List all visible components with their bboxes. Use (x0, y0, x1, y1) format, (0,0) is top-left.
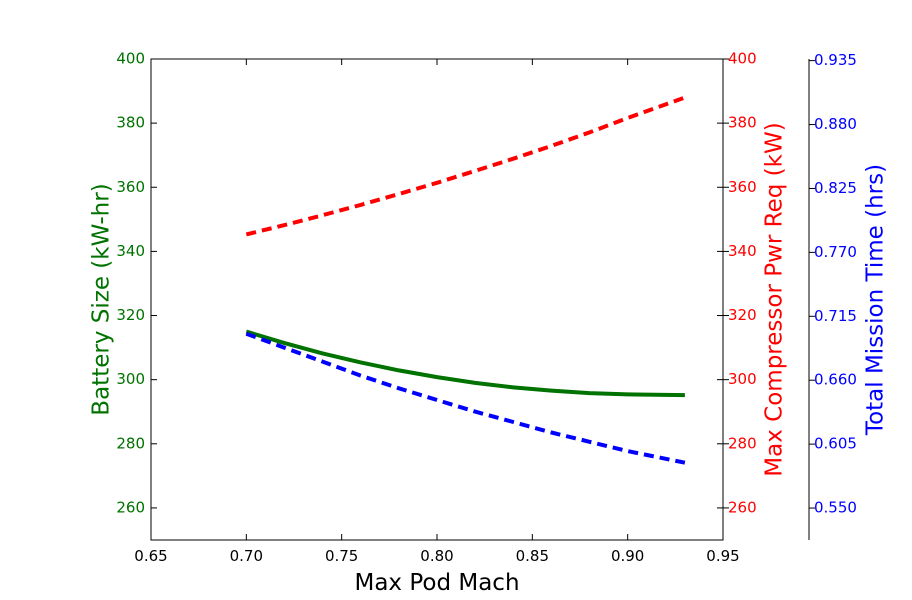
left-axis-title: Battery Size (kW-hr) (89, 183, 115, 415)
left-tick-label: 360 (116, 178, 145, 196)
x-tick-label: 0.65 (134, 547, 167, 565)
right2-tick-label: 0.660 (814, 371, 857, 389)
left-tick-label: 340 (116, 242, 145, 260)
right1-tick-label: 320 (728, 306, 757, 324)
series-layer (245, 95, 686, 465)
right2-tick-label: 0.935 (814, 51, 857, 69)
right1-tick-label: 300 (728, 370, 757, 388)
right1-tick-label: 260 (728, 498, 757, 516)
left-tick-label: 260 (116, 498, 145, 516)
right1-tick-label: 380 (728, 114, 757, 132)
right2-tick-label: 0.550 (814, 499, 857, 517)
left-tick-label: 400 (116, 50, 145, 68)
tick-layer: 0.65 0.70 0.75 0.80 0.85 0.90 0.95 260 280 300 320… (116, 50, 857, 566)
right2-axis-title: Total Mission Time (hrs) (863, 164, 889, 436)
right2-tick-label: 0.605 (814, 435, 857, 453)
right1-axis-title: Max Compressor Pwr Req (kW) (762, 122, 788, 476)
x-tick-label: 0.80 (420, 547, 453, 565)
left-tick-label: 300 (116, 370, 145, 388)
right2-tick-label: 0.770 (814, 243, 857, 261)
right1-tick-label: 340 (728, 242, 757, 260)
right1-tick-label: 400 (728, 50, 757, 68)
right2-tick-label: 0.880 (814, 115, 857, 133)
right1-tick-label: 360 (728, 178, 757, 196)
right2-tick-label: 0.825 (814, 179, 857, 197)
x-axis-title: Max Pod Mach (354, 570, 519, 596)
left-tick-label: 320 (116, 306, 145, 324)
series-line-left (245, 329, 685, 398)
right2-tick-label: 0.715 (814, 307, 857, 325)
x-tick-label: 0.75 (325, 547, 358, 565)
left-tick-label: 380 (116, 114, 145, 132)
x-tick-label: 0.70 (230, 547, 263, 565)
left-tick-label: 280 (116, 434, 145, 452)
x-tick-label: 0.95 (706, 547, 739, 565)
right1-tick-label: 280 (728, 434, 757, 452)
x-tick-label: 0.85 (516, 547, 549, 565)
series-line-right1 (245, 95, 686, 237)
x-tick-label: 0.90 (611, 547, 644, 565)
